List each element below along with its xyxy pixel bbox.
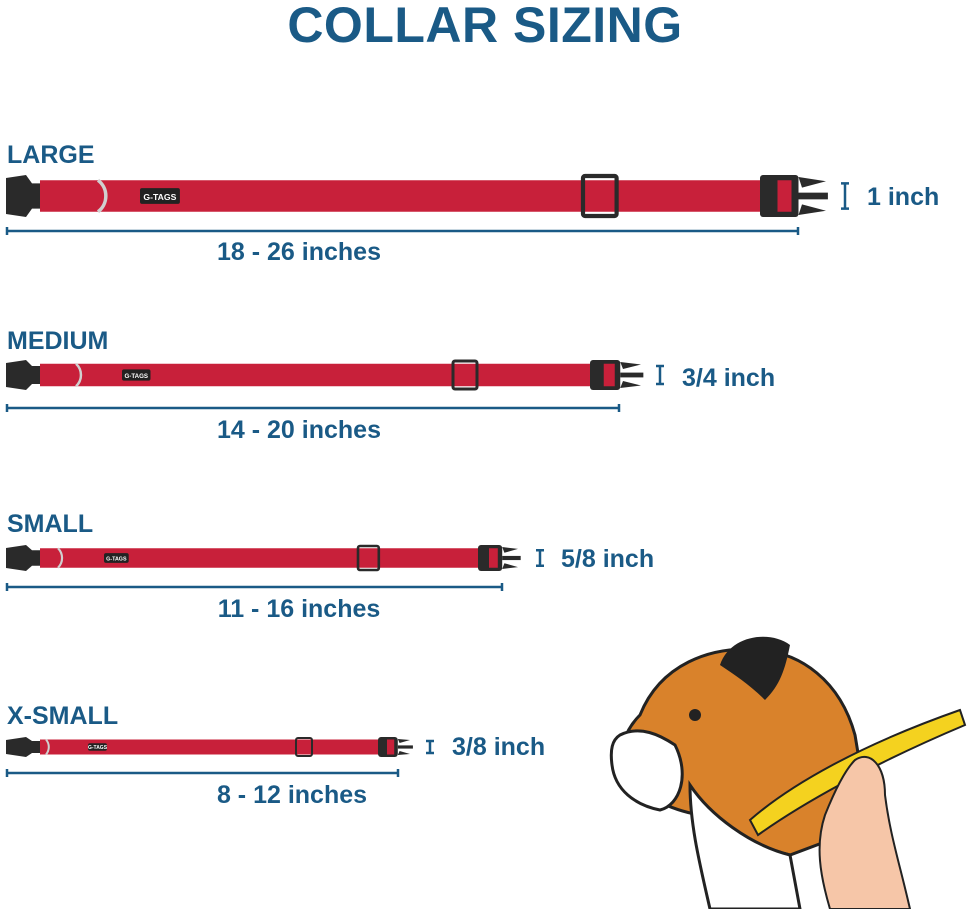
brand-tag-text: G-TAGS [143, 192, 176, 202]
buckle-female-icon [6, 175, 40, 217]
length-measure-line [5, 583, 504, 591]
d-ring-icon [45, 738, 50, 756]
range-label-large: 18 - 26 inches [217, 238, 381, 266]
buckle-female-icon [6, 737, 40, 757]
d-ring-icon [75, 362, 83, 388]
boxer-dog-illustration [609, 636, 967, 909]
page-title: COLLAR SIZING [287, 0, 683, 53]
buckle-strap-slot [603, 363, 615, 387]
size-label-medium: MEDIUM [7, 327, 109, 355]
length-measure-line [5, 227, 800, 235]
width-label-x-small: 3/8 inch [452, 733, 546, 761]
width-indicator-icon [656, 364, 664, 386]
dog-muzzle [609, 729, 684, 812]
buckle-prongs-icon [397, 739, 410, 755]
dog-chest [688, 780, 802, 909]
buckle-female-icon [6, 545, 40, 571]
collar-large: G-TAGS [5, 173, 849, 235]
d-ring-icon [57, 547, 64, 569]
size-label-large: LARGE [7, 141, 95, 169]
dog-eye [689, 709, 701, 721]
width-indicator-icon [536, 548, 544, 568]
width-label-large: 1 inch [867, 183, 940, 211]
collar-x-small: G-TAGS [5, 737, 434, 777]
length-measure-line [5, 769, 400, 777]
range-label-x-small: 8 - 12 inches [216, 781, 368, 809]
buckle-strap-slot [387, 739, 395, 755]
range-label-small: 11 - 16 inches [217, 595, 381, 623]
width-label-small: 5/8 inch [561, 545, 655, 573]
brand-tag [122, 369, 151, 381]
buckle-prongs-icon [620, 362, 641, 388]
buckle-strap-slot [777, 180, 792, 212]
buckle-tongue [502, 555, 521, 561]
range-label-medium: 14 - 20 inches [217, 416, 381, 444]
width-indicator-icon [426, 739, 434, 755]
brand-tag-text: G-TAGS [106, 556, 127, 562]
width-indicator-icon [841, 182, 849, 210]
brand-tag [140, 188, 180, 204]
brand-tag [104, 553, 129, 563]
collar-strap [40, 363, 600, 387]
collar-medium: G-TAGS [5, 359, 664, 412]
buckle-tongue [798, 192, 828, 200]
buckle-female-icon [6, 360, 40, 390]
dog-ear [720, 636, 790, 700]
brand-tag-text: G-TAGS [88, 745, 108, 751]
buckle-prongs-icon [502, 547, 518, 569]
buckle-strap-slot [489, 548, 498, 568]
buckle-prongs-icon [798, 177, 826, 215]
size-label-x-small: X-SMALL [7, 702, 119, 730]
collar-strap [40, 548, 485, 568]
keeper-loop [356, 544, 381, 572]
d-ring-icon [96, 178, 108, 214]
keeper-loop [451, 359, 479, 391]
length-measure-line [5, 404, 621, 412]
collar-strap [40, 739, 385, 755]
keeper-loop [295, 737, 313, 757]
buckle-tongue [397, 745, 413, 749]
buckle-tongue [620, 372, 644, 378]
keeper-loop [580, 173, 619, 219]
brand-tag-text: G-TAGS [124, 373, 148, 380]
width-label-medium: 3/4 inch [682, 364, 776, 392]
collar-small: G-TAGS [5, 544, 544, 591]
size-label-small: SMALL [7, 510, 94, 538]
brand-tag [88, 743, 107, 751]
